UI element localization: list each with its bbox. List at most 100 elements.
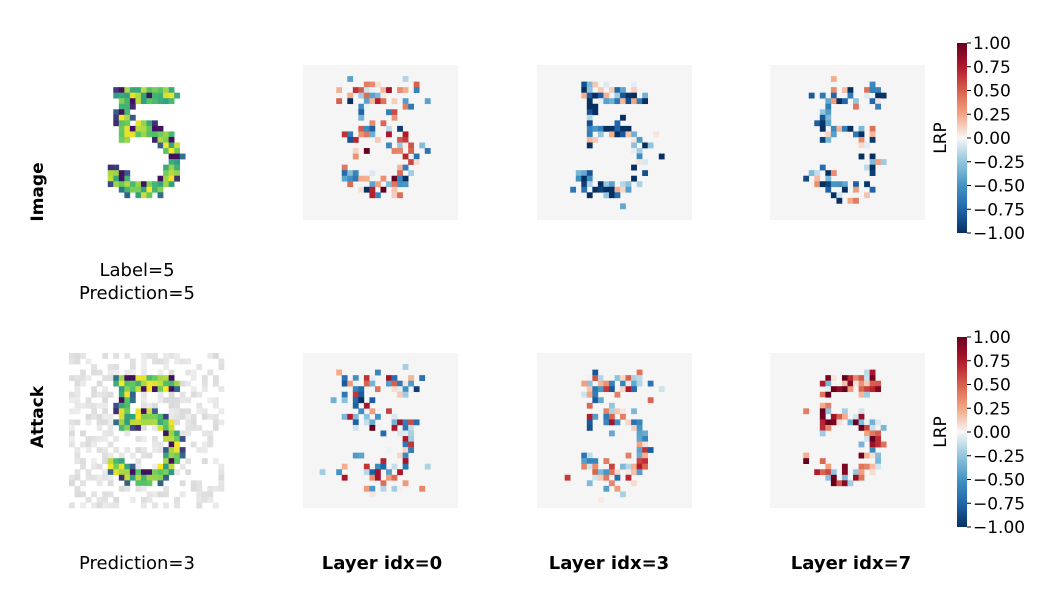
heatmap-cell: [853, 469, 859, 476]
heatmap-cell: [869, 380, 876, 387]
heatmap-cell: [825, 181, 832, 188]
input-pixel: [146, 452, 153, 459]
heatmap-cell: [603, 458, 610, 465]
input-pixel: [113, 496, 120, 503]
heatmap-cell: [620, 375, 626, 381]
heatmap-cell: [352, 148, 359, 154]
heatmap-cell: [642, 92, 649, 99]
input-pixel: [118, 408, 125, 415]
heatmap-cell: [391, 380, 398, 387]
heatmap-cell: [858, 153, 865, 160]
heatmap-cell: [853, 181, 859, 188]
heatmap-cell: [363, 469, 370, 476]
heatmap-cell: [603, 192, 610, 199]
heatmap-cell: [586, 103, 593, 110]
heatmap-cell: [374, 98, 381, 105]
heatmap-cell: [869, 447, 876, 453]
input-pixel: [174, 92, 181, 99]
heatmap-cell: [819, 114, 826, 121]
heatmap-cell: [803, 458, 810, 465]
heatmap-cell: [614, 375, 621, 381]
heatmap-cell: [391, 181, 398, 188]
input-pixel: [140, 408, 147, 415]
input-pixel: [212, 458, 219, 465]
heatmap-cell: [391, 419, 398, 426]
heatmap-cell: [397, 458, 403, 465]
input-pixel: [152, 181, 158, 188]
heatmap-cell: [814, 175, 821, 182]
input-pixel: [201, 491, 208, 498]
input-pixel: [118, 375, 125, 381]
heatmap-cell: [374, 136, 381, 143]
input-pixel: [124, 192, 131, 199]
input-pixel: [129, 419, 136, 426]
heatmap-cell: [386, 408, 392, 415]
heatmap-cell: [869, 419, 876, 426]
heatmap-cell: [352, 175, 359, 182]
input-pixel: [196, 485, 203, 492]
input-pixel: [140, 92, 147, 99]
heatmap-cell: [841, 386, 848, 393]
input-pixel: [212, 502, 219, 509]
input-pixel: [168, 386, 175, 393]
heatmap-cell: [847, 92, 854, 99]
heatmap-cell: [336, 98, 343, 105]
input-pixel: [168, 353, 175, 359]
heatmap-attack-layer-0: [303, 353, 458, 508]
heatmap-cell: [391, 98, 398, 105]
input-pixel: [190, 480, 197, 487]
heatmap-cell: [631, 380, 637, 387]
heatmap-cell: [819, 109, 826, 116]
heatmap-cell: [369, 87, 376, 93]
heatmap-cell: [347, 98, 354, 105]
input-pixel: [107, 502, 114, 509]
input-pixel: [163, 148, 169, 154]
heatmap-cell: [830, 386, 837, 393]
input-pixel: [102, 413, 109, 420]
input-pixel: [85, 419, 92, 426]
heatmap-cell: [386, 380, 392, 387]
heatmap-cell: [608, 419, 615, 426]
input-pixel: [168, 463, 175, 470]
input-pixel: [140, 419, 147, 426]
heatmap-cell: [819, 92, 826, 99]
input-pixel: [113, 164, 120, 171]
input-pixel: [146, 181, 153, 188]
heatmap-cell: [352, 386, 359, 393]
input-pixel: [157, 92, 164, 99]
input-pixel: [163, 424, 169, 431]
heatmap-cell: [386, 181, 392, 188]
heatmap-cell: [581, 181, 588, 188]
input-pixel: [124, 480, 131, 487]
input-pixel: [135, 125, 142, 132]
heatmap-cell: [869, 469, 876, 476]
input-pixel: [129, 496, 136, 503]
input-pixel: [74, 391, 81, 398]
input-pixel: [196, 391, 203, 398]
heatmap-cell: [847, 197, 854, 204]
input-pixel: [179, 391, 186, 398]
input-pixel: [107, 419, 114, 426]
input-pixel: [113, 419, 120, 426]
input-pixel: [124, 87, 131, 93]
column-title-layer-0: Layer idx=0: [322, 553, 442, 574]
input-pixel: [107, 375, 114, 381]
input-pixel: [152, 92, 158, 99]
input-pixel: [168, 164, 175, 171]
colorbar-tick-label: −0.25: [973, 447, 1025, 467]
input-pixel: [91, 391, 97, 398]
input-pixel: [140, 386, 147, 393]
input-pixel: [113, 181, 120, 188]
heatmap-cell: [841, 469, 848, 476]
input-pixel: [152, 380, 158, 387]
heatmap-cell: [402, 480, 409, 487]
heatmap-cell: [380, 120, 387, 127]
input-pixel: [107, 413, 114, 420]
heatmap-cell: [586, 424, 593, 431]
heatmap-cell: [341, 131, 348, 138]
heatmap-cell: [875, 441, 882, 448]
heatmap-cell: [586, 81, 593, 88]
heatmap-cell: [614, 469, 621, 476]
heatmap-cell: [374, 92, 381, 99]
input-pixel: [157, 181, 164, 188]
